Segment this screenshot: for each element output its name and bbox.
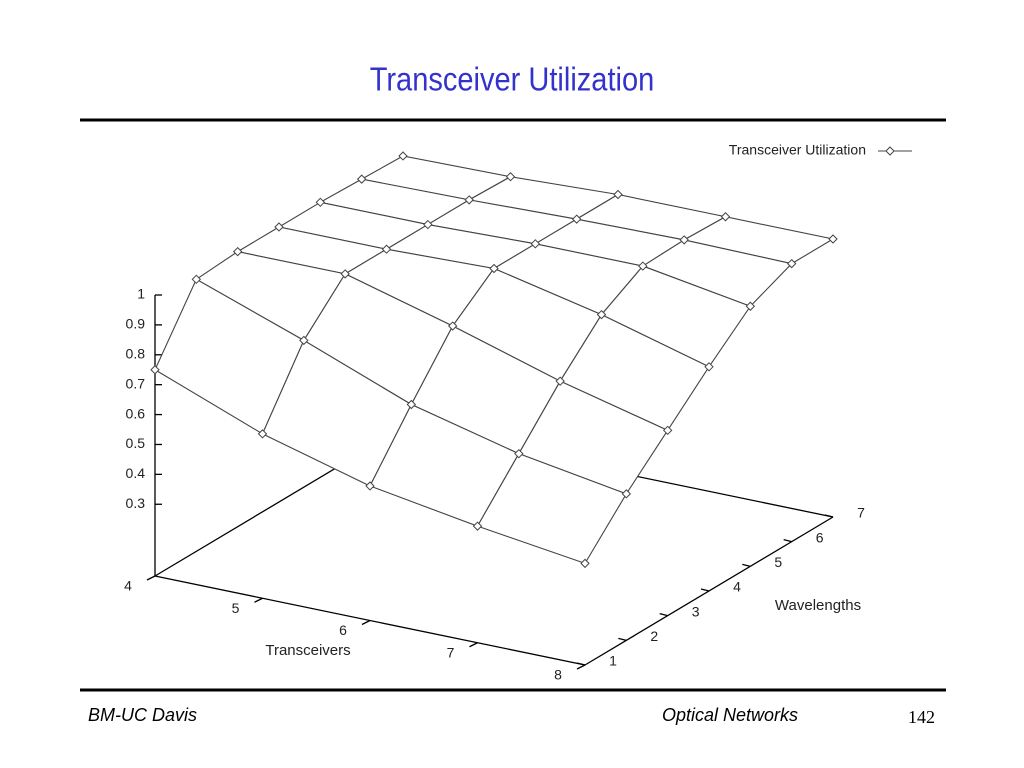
data-point bbox=[191, 274, 202, 285]
data-point bbox=[274, 222, 284, 232]
y-tick bbox=[576, 662, 586, 666]
data-point bbox=[720, 212, 731, 222]
z-tick-label: 0.4 bbox=[126, 465, 146, 481]
y-tick bbox=[700, 588, 710, 592]
y-tick bbox=[824, 514, 834, 518]
slide-title: Transceiver Utilization bbox=[370, 61, 655, 98]
data-point bbox=[150, 365, 160, 375]
data-point bbox=[638, 261, 648, 271]
x-tick-label: 7 bbox=[447, 644, 455, 660]
y-tick-label: 4 bbox=[733, 579, 741, 595]
y-tick-label: 1 bbox=[609, 653, 617, 669]
x-tick bbox=[146, 575, 156, 581]
footer-left: BM-UC Davis bbox=[88, 705, 197, 725]
x-tick-label: 5 bbox=[232, 600, 240, 616]
data-point bbox=[365, 481, 375, 491]
x-axis-label: Transceivers bbox=[265, 642, 350, 659]
plot: 4 5 6 7 8 1 2 3 4 5 6 7 0.3 0.4 0.5 0.6 0.7 0.8 0.9 1 Transc… bbox=[124, 142, 912, 683]
data-point bbox=[447, 321, 458, 331]
data-point bbox=[315, 197, 326, 208]
x-tick bbox=[361, 619, 371, 626]
data-point bbox=[704, 362, 714, 372]
x-tick bbox=[576, 664, 586, 670]
y-axis-label: Wavelengths bbox=[775, 597, 861, 614]
data-point bbox=[662, 425, 673, 436]
data-point bbox=[828, 234, 838, 244]
data-point bbox=[679, 235, 689, 245]
data-point bbox=[472, 521, 483, 531]
data-point bbox=[555, 376, 565, 386]
data-point bbox=[299, 335, 309, 346]
data-point bbox=[514, 448, 524, 459]
z-tick-label: 1 bbox=[137, 286, 145, 302]
data-point bbox=[613, 189, 623, 200]
x-tick-label: 4 bbox=[124, 578, 132, 594]
y-tick bbox=[783, 539, 792, 543]
data-point bbox=[580, 558, 590, 569]
data-point bbox=[406, 399, 417, 410]
footer-center: Optical Networks bbox=[662, 705, 798, 725]
z-tick-label: 0.9 bbox=[126, 316, 146, 332]
legend-marker bbox=[885, 146, 895, 156]
data-point bbox=[356, 174, 367, 184]
data-point bbox=[423, 219, 433, 230]
data-point bbox=[464, 195, 474, 205]
x-tick bbox=[469, 642, 478, 648]
x-tick-label: 8 bbox=[554, 667, 562, 683]
y-tick-label: 3 bbox=[692, 603, 700, 619]
z-tick-label: 0.8 bbox=[126, 345, 146, 361]
y-tick-label: 2 bbox=[650, 628, 658, 644]
data-point bbox=[621, 489, 632, 499]
x-tick bbox=[254, 597, 263, 603]
legend-label: Transceiver Utilization bbox=[729, 142, 866, 158]
data-point bbox=[257, 429, 268, 439]
data-point bbox=[381, 244, 392, 254]
x-tick-label: 6 bbox=[339, 622, 347, 638]
y-tick bbox=[742, 563, 751, 567]
data-point bbox=[530, 239, 541, 249]
data-point bbox=[398, 151, 408, 161]
page-number: 142 bbox=[908, 707, 935, 727]
y-tick-label: 7 bbox=[857, 505, 865, 521]
data-point bbox=[505, 172, 516, 182]
z-tick-label: 0.7 bbox=[126, 375, 146, 391]
data-point bbox=[571, 214, 582, 224]
data-point bbox=[596, 309, 607, 320]
data-point bbox=[340, 269, 350, 279]
data-point bbox=[489, 263, 499, 274]
y-tick-label: 5 bbox=[774, 554, 782, 570]
y-tick bbox=[659, 613, 668, 617]
data-point bbox=[232, 246, 243, 257]
z-tick-label: 0.3 bbox=[126, 495, 146, 511]
y-tick bbox=[618, 637, 627, 641]
z-tick-label: 0.6 bbox=[126, 405, 146, 421]
z-tick-label: 0.5 bbox=[126, 435, 146, 451]
data-point bbox=[786, 258, 797, 269]
data-point bbox=[745, 301, 756, 311]
y-tick-label: 6 bbox=[816, 529, 824, 545]
